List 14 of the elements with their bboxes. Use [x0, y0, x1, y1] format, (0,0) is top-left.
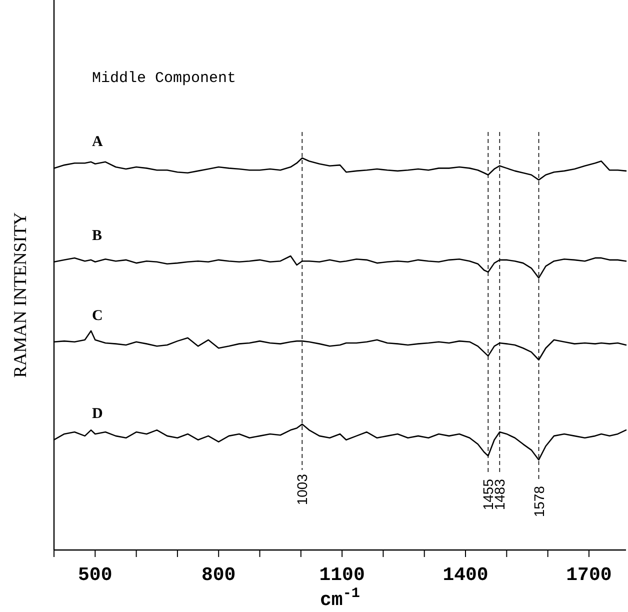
x-tick-label: 500: [78, 564, 112, 586]
ref-line-label: 1003: [294, 474, 310, 506]
chart-title: Middle Component: [92, 70, 236, 87]
x-tick-label: 1700: [566, 564, 612, 586]
x-axis-title: cm$^{-1}$: [320, 586, 360, 611]
series-label: A: [92, 134, 103, 150]
series-label: C: [92, 308, 103, 324]
x-tick-label: 800: [201, 564, 236, 586]
series-label: D: [92, 406, 103, 422]
series-label: B: [92, 228, 102, 244]
x-tick-label: 1400: [442, 564, 488, 586]
x-tick-label: 1100: [319, 564, 365, 586]
y-axis-title: RAMAN INTENSITY: [10, 212, 30, 378]
ref-line-label: 1578: [530, 486, 547, 518]
